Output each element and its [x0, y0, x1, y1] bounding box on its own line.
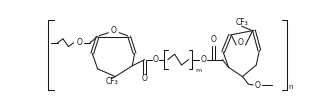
- Text: n: n: [289, 84, 293, 90]
- Text: O: O: [111, 26, 117, 35]
- Text: O: O: [142, 74, 148, 83]
- Text: m: m: [195, 68, 202, 73]
- Text: CF₃: CF₃: [235, 18, 248, 27]
- Text: O: O: [76, 38, 82, 47]
- Text: O: O: [210, 35, 216, 44]
- Text: CF₃: CF₃: [105, 77, 118, 86]
- Text: O: O: [238, 38, 244, 47]
- Text: O: O: [200, 55, 206, 64]
- Text: O: O: [153, 55, 158, 64]
- Text: O: O: [255, 81, 261, 90]
